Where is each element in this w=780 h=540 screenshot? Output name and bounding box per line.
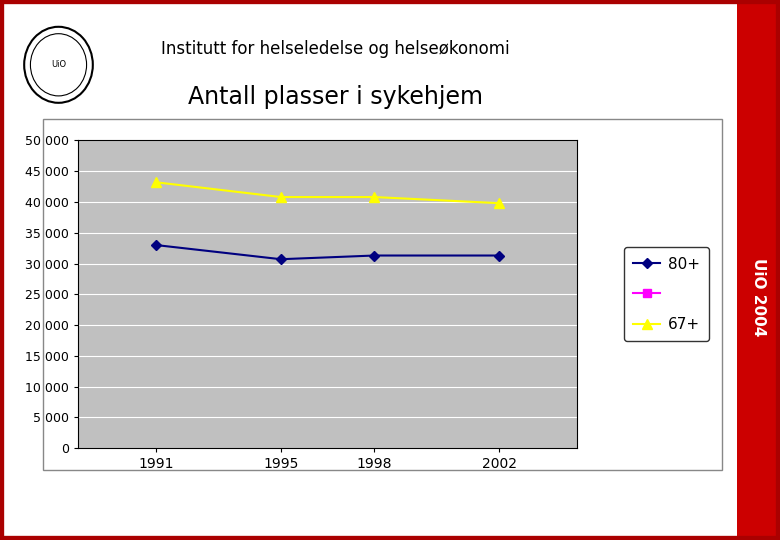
Text: UiO: UiO [51,60,66,69]
Text: Institutt for helseledelse og helseøkonomi: Institutt for helseledelse og helseøkono… [161,39,509,58]
Legend: 80+, , 67+: 80+, , 67+ [624,247,709,341]
Text: Antall plasser i sykehjem: Antall plasser i sykehjem [188,85,483,109]
Text: UiO 2004: UiO 2004 [751,258,766,336]
